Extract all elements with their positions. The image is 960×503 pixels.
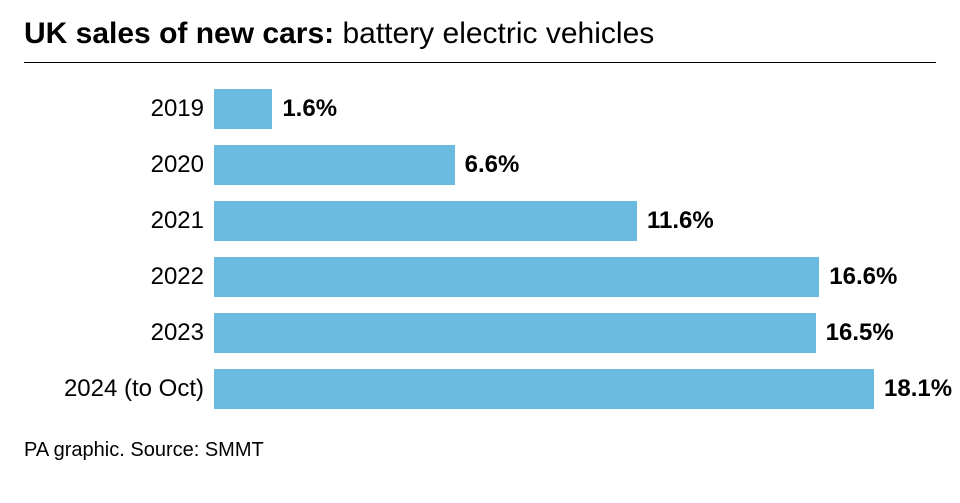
bar-wrap: 16.5% — [214, 313, 894, 353]
chart-row: 2022 16.6% — [24, 257, 936, 297]
bar-wrap: 1.6% — [214, 89, 337, 129]
chart-row: 2019 1.6% — [24, 89, 936, 129]
bar — [214, 89, 272, 129]
bar-wrap: 18.1% — [214, 369, 952, 409]
category-label: 2019 — [24, 95, 214, 123]
bar — [214, 145, 455, 185]
chart-footer: PA graphic. Source: SMMT — [24, 439, 936, 462]
chart-row: 2024 (to Oct)18.1% — [24, 369, 936, 409]
bar — [214, 257, 819, 297]
chart-title: UK sales of new cars: battery electric v… — [24, 16, 936, 63]
value-label: 16.6% — [819, 263, 897, 291]
value-label: 18.1% — [874, 375, 952, 403]
chart-rows: 2019 1.6% 2020 6.6% 2021 11.6% 2022 16.6% 2023 16… — [24, 89, 936, 409]
value-label: 11.6% — [637, 207, 714, 235]
category-label: 2022 — [24, 263, 214, 291]
bar — [214, 369, 874, 409]
category-label: 2021 — [24, 207, 214, 235]
bev-sales-chart: UK sales of new cars: battery electric v… — [0, 0, 960, 474]
chart-title-bold: UK sales of new cars: — [24, 17, 334, 50]
chart-title-light: battery electric vehicles — [334, 17, 654, 50]
category-label: 2023 — [24, 319, 214, 347]
bar — [214, 201, 637, 241]
category-label: 2020 — [24, 151, 214, 179]
chart-row: 2023 16.5% — [24, 313, 936, 353]
value-label: 1.6% — [272, 95, 337, 123]
chart-row: 2021 11.6% — [24, 201, 936, 241]
category-label: 2024 (to Oct) — [24, 375, 214, 403]
chart-row: 2020 6.6% — [24, 145, 936, 185]
bar — [214, 313, 816, 353]
bar-wrap: 11.6% — [214, 201, 714, 241]
value-label: 6.6% — [455, 151, 520, 179]
value-label: 16.5% — [816, 319, 894, 347]
bar-wrap: 6.6% — [214, 145, 519, 185]
bar-wrap: 16.6% — [214, 257, 897, 297]
